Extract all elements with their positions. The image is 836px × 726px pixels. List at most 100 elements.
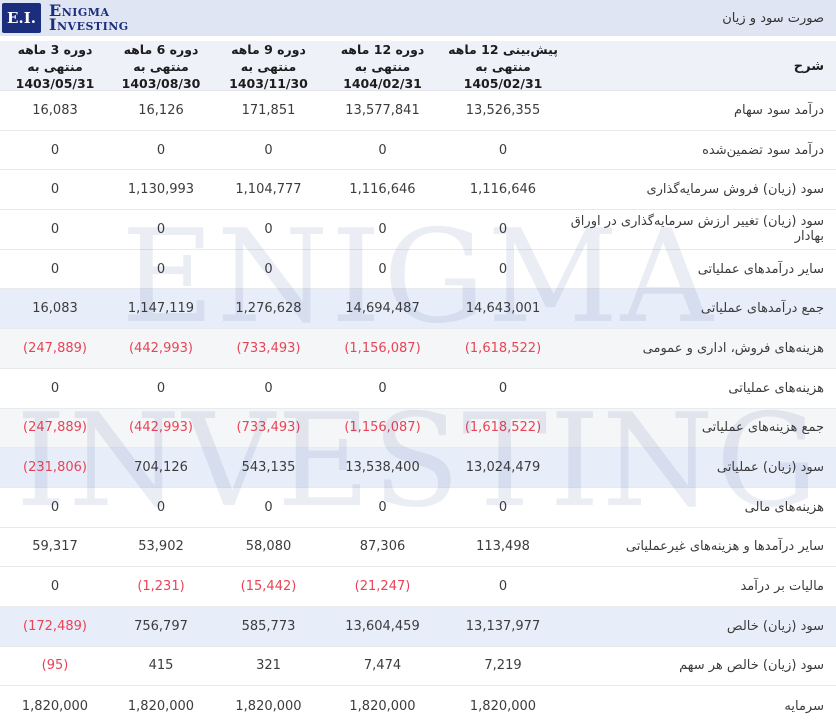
cell-value: 0 bbox=[156, 499, 166, 515]
cell-value: 0 bbox=[50, 499, 60, 515]
profit-loss-table: شرح پیش‌بینی 12 ماهه منتهی به 1405/02/31… bbox=[0, 41, 836, 726]
cell-value: 13,604,459 bbox=[345, 618, 420, 634]
row-label: مالیات بر درآمد bbox=[740, 579, 824, 595]
cell-value: 756,797 bbox=[134, 618, 188, 634]
cell-value: 14,643,001 bbox=[465, 301, 541, 317]
cell-value: (21,247) bbox=[354, 579, 411, 595]
table-header-row: شرح پیش‌بینی 12 ماهه منتهی به 1405/02/31… bbox=[0, 41, 836, 91]
top-bar: E.I. Enigma Investing صورت سود و زیان bbox=[0, 0, 836, 36]
cell-value: 0 bbox=[156, 142, 166, 158]
period-column-label: پیش‌بینی 12 ماهه منتهی به bbox=[448, 42, 558, 74]
cell-value: 1,820,000 bbox=[469, 698, 537, 714]
cell-value: 321 bbox=[256, 658, 281, 674]
cell-value: 7,474 bbox=[363, 658, 402, 674]
cell-value: (15,442) bbox=[240, 579, 297, 595]
cell-value: (1,156,087) bbox=[344, 420, 421, 436]
row-label: سرمایه bbox=[784, 698, 824, 714]
cell-value: (247,889) bbox=[23, 340, 87, 356]
cell-value: (172,489) bbox=[23, 618, 87, 634]
cell-value: 16,083 bbox=[32, 301, 78, 317]
cell-value: 53,902 bbox=[138, 539, 184, 555]
cell-value: 0 bbox=[498, 380, 508, 396]
cell-value: 0 bbox=[50, 182, 60, 198]
row-label: جمع درآمدهای عملیاتی bbox=[700, 301, 824, 317]
cell-value: 1,820,000 bbox=[21, 698, 89, 714]
period-column-header: دوره 6 ماهه منتهی به 1403/08/30 bbox=[110, 41, 212, 92]
cell-value: 1,276,628 bbox=[235, 301, 302, 317]
cell-value: 13,024,479 bbox=[465, 460, 541, 476]
cell-value: 0 bbox=[264, 261, 273, 277]
brand-name: Enigma Investing bbox=[49, 3, 129, 34]
cell-value: 1,147,119 bbox=[127, 301, 195, 317]
period-column-label: دوره 12 ماهه منتهی به bbox=[340, 42, 425, 74]
row-label: سایر درآمدهای عملیاتی bbox=[697, 261, 824, 277]
cell-value: 87,306 bbox=[359, 539, 406, 555]
page-title: صورت سود و زیان bbox=[722, 10, 824, 26]
cell-value: 0 bbox=[156, 221, 166, 237]
cell-value: 7,219 bbox=[484, 658, 522, 674]
period-column-header: دوره 9 ماهه منتهی به 1403/11/30 bbox=[212, 41, 325, 92]
cell-value: 13,137,977 bbox=[465, 618, 541, 634]
cell-value: 0 bbox=[156, 380, 166, 396]
cell-value: 0 bbox=[378, 221, 387, 237]
cell-value: 0 bbox=[264, 380, 273, 396]
cell-value: 543,135 bbox=[241, 460, 296, 476]
row-label: درآمد سود تضمین‌شده bbox=[702, 142, 824, 158]
cell-value: 59,317 bbox=[32, 539, 78, 555]
period-column-label: دوره 6 ماهه منتهی به bbox=[123, 42, 199, 74]
cell-value: 0 bbox=[498, 499, 508, 515]
table-row: مالیات بر درآمد 0 (21,247) (15,442) (1,231)… bbox=[0, 567, 836, 607]
row-label: سود (زیان) خالص bbox=[726, 618, 824, 634]
table-row: درآمد سود سهام 13,526,355 13,577,841 171,8… bbox=[0, 91, 836, 131]
cell-value: (1,618,522) bbox=[464, 420, 542, 436]
cell-value: 1,820,000 bbox=[349, 698, 416, 714]
row-label: درآمد سود سهام bbox=[733, 102, 824, 118]
cell-value: (231,806) bbox=[23, 460, 87, 476]
cell-value: (442,993) bbox=[129, 420, 193, 436]
cell-value: (247,889) bbox=[23, 420, 87, 436]
table-row: جمع درآمدهای عملیاتی 14,643,001 14,694,48… bbox=[0, 289, 836, 330]
description-column-header: شرح bbox=[793, 59, 824, 74]
cell-value: (1,618,522) bbox=[464, 340, 542, 356]
period-column-header: پیش‌بینی 12 ماهه منتهی به 1405/02/31 bbox=[440, 41, 566, 92]
table-row: هزینه‌های مالی 0 0 0 0 0 bbox=[0, 487, 836, 528]
period-column-date: 1403/05/31 bbox=[15, 76, 95, 91]
cell-value: 13,526,355 bbox=[465, 102, 541, 118]
cell-value: 0 bbox=[498, 221, 508, 237]
period-column-date: 1403/08/30 bbox=[121, 76, 201, 91]
table-row: سایر درآمدها و هزینه‌های غیرعملیاتی 113,… bbox=[0, 527, 836, 568]
brand: E.I. Enigma Investing bbox=[2, 3, 129, 33]
table-row: درآمد سود تضمین‌شده 0 0 0 0 0 bbox=[0, 130, 836, 171]
cell-value: 585,773 bbox=[241, 618, 296, 634]
table-row: هزینه‌های فروش، اداری و عمومی (1,618,522… bbox=[0, 329, 836, 369]
table-row: سود (زیان) تغییر ارزش سرمایه‌گذاری در او… bbox=[0, 210, 836, 250]
brand-logo-text: E.I. bbox=[7, 9, 36, 27]
period-column-date: 1404/02/31 bbox=[343, 76, 422, 91]
cell-value: 13,538,400 bbox=[345, 460, 420, 476]
cell-value: 1,116,646 bbox=[349, 182, 416, 198]
table-row: سود (زیان) عملیاتی 13,024,479 13,538,400 5… bbox=[0, 448, 836, 488]
cell-value: 0 bbox=[50, 142, 60, 158]
cell-value: (442,993) bbox=[129, 340, 193, 356]
table-row: سود (زیان) فروش سرمایه‌گذاری 1,116,646 1,… bbox=[0, 170, 836, 211]
cell-value: (733,493) bbox=[236, 420, 301, 436]
row-label: هزینه‌های عملیاتی bbox=[728, 380, 824, 396]
cell-value: 0 bbox=[50, 261, 60, 277]
period-column-header: دوره 3 ماهه منتهی به 1403/05/31 bbox=[0, 41, 110, 92]
brand-name-line2: Investing bbox=[49, 15, 129, 34]
cell-value: 1,820,000 bbox=[127, 698, 195, 714]
cell-value: 0 bbox=[378, 380, 387, 396]
period-column-header: دوره 12 ماهه منتهی به 1404/02/31 bbox=[325, 41, 440, 92]
brand-logo-box: E.I. bbox=[2, 3, 41, 33]
cell-value: 0 bbox=[264, 142, 273, 158]
table-row: سود (زیان) خالص 13,137,977 13,604,459 585,… bbox=[0, 606, 836, 647]
cell-value: 0 bbox=[498, 261, 508, 277]
row-label: سایر درآمدها و هزینه‌های غیرعملیاتی bbox=[625, 539, 824, 555]
period-column-date: 1403/11/30 bbox=[229, 76, 308, 91]
cell-value: 0 bbox=[264, 221, 273, 237]
cell-value: 0 bbox=[378, 261, 387, 277]
cell-value: (1,231) bbox=[137, 579, 185, 595]
cell-value: 0 bbox=[378, 142, 387, 158]
table-row: جمع هزینه‌های عملیاتی (1,618,522) (1,156,… bbox=[0, 408, 836, 449]
row-label: هزینه‌های مالی bbox=[744, 499, 824, 515]
